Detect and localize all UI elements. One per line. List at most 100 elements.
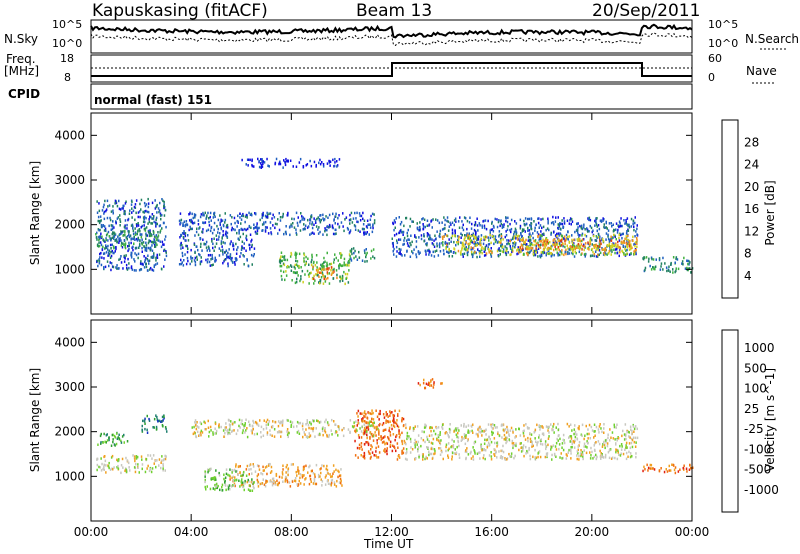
power-cell (210, 258, 212, 261)
velocity-cell (314, 473, 316, 476)
velocity-cell (491, 426, 494, 430)
velocity-cell (289, 485, 292, 488)
power-cell (163, 243, 165, 246)
power-cell (134, 238, 136, 241)
power-cell (469, 237, 471, 240)
power-cell (402, 230, 405, 234)
velocity-cell (242, 481, 244, 484)
velocity-cell (227, 484, 229, 488)
power-cell (119, 220, 122, 223)
velocity-cell (367, 425, 369, 429)
velocity-cell (363, 414, 365, 418)
power-cell (317, 216, 319, 219)
velocity-cell (378, 437, 380, 440)
power-cell (399, 223, 402, 226)
velocity-cell (531, 445, 533, 448)
velocity-cell (204, 475, 206, 478)
power-cell (475, 233, 477, 236)
velocity-cell (472, 455, 474, 458)
nsky-panel-frame (90, 19, 693, 54)
velocity-cell (652, 467, 654, 470)
power-cell (226, 231, 229, 235)
velocity-cell (359, 412, 362, 415)
velocity-cell (606, 442, 609, 445)
velocity-cell (599, 449, 601, 453)
power-cell (310, 164, 313, 168)
velocity-cell (277, 420, 280, 423)
power-cell (293, 265, 295, 269)
power-cell (141, 233, 143, 236)
power-cell (118, 258, 120, 261)
power-cell (105, 209, 107, 213)
velocity-cell (304, 433, 306, 436)
power-cell (186, 256, 189, 260)
velocity-cell (499, 456, 502, 459)
power-cell (462, 228, 465, 232)
velocity-cell (290, 423, 293, 427)
velocity-cell (629, 446, 632, 450)
velocity-cell (357, 409, 360, 413)
velocity-cell (612, 437, 615, 440)
power-cell (591, 247, 593, 251)
velocity-cell (364, 415, 366, 419)
power-cell (334, 228, 336, 231)
velocity-cell (227, 418, 230, 422)
power-cell (180, 247, 182, 250)
power-cell (140, 260, 142, 263)
velocity-cell (609, 428, 611, 431)
velocity-cell (579, 452, 582, 455)
power-cell (108, 254, 110, 257)
power-cell (349, 222, 351, 225)
power-cell (319, 267, 322, 270)
velocity-cell (207, 470, 209, 474)
power-cell (392, 245, 394, 248)
power-cell (569, 245, 571, 249)
power-cell (123, 254, 126, 258)
power-cell (518, 234, 520, 238)
power-cell (482, 220, 484, 223)
velocity-cell (286, 430, 288, 433)
velocity-cell (382, 413, 385, 416)
velocity-cell (425, 456, 428, 460)
velocity-cell (527, 436, 529, 440)
power-cell (517, 248, 519, 251)
power-cell (130, 203, 133, 206)
power-cell (617, 240, 619, 244)
power-cell (439, 229, 442, 233)
power-cell (465, 234, 468, 237)
velocity-cell (622, 452, 625, 456)
velocity-cell (238, 479, 240, 482)
velocity-cell (370, 444, 372, 447)
power-cell (607, 233, 609, 237)
power-cell (137, 229, 139, 232)
velocity-cell (251, 424, 254, 428)
velocity-cell (552, 428, 554, 432)
velocity-cell (260, 431, 262, 434)
velocity-cell (384, 428, 387, 431)
velocity-cell (595, 425, 598, 429)
power-cell (163, 205, 165, 208)
velocity-cell (625, 446, 627, 450)
power-cell (554, 243, 557, 247)
velocity-cell (376, 456, 378, 459)
power-cell (336, 273, 338, 277)
power-cell (156, 222, 158, 226)
x-axis-label: Time UT (364, 537, 414, 551)
power-cell (498, 235, 500, 238)
power-cell (494, 217, 496, 221)
power-cell (95, 233, 97, 236)
power-cell (330, 266, 333, 269)
power-cell (313, 277, 315, 281)
power-cell (448, 242, 450, 245)
power-cell (446, 243, 448, 247)
velocity-cell (269, 480, 271, 483)
power-cell (621, 241, 623, 245)
power-cell (455, 243, 457, 247)
power-cell (155, 236, 157, 239)
power-cell (274, 222, 277, 226)
velocity-cell (421, 430, 423, 433)
power-cell (300, 266, 302, 269)
power-cell (180, 234, 183, 237)
velocity-cell (96, 468, 98, 472)
velocity-cell (286, 433, 289, 436)
